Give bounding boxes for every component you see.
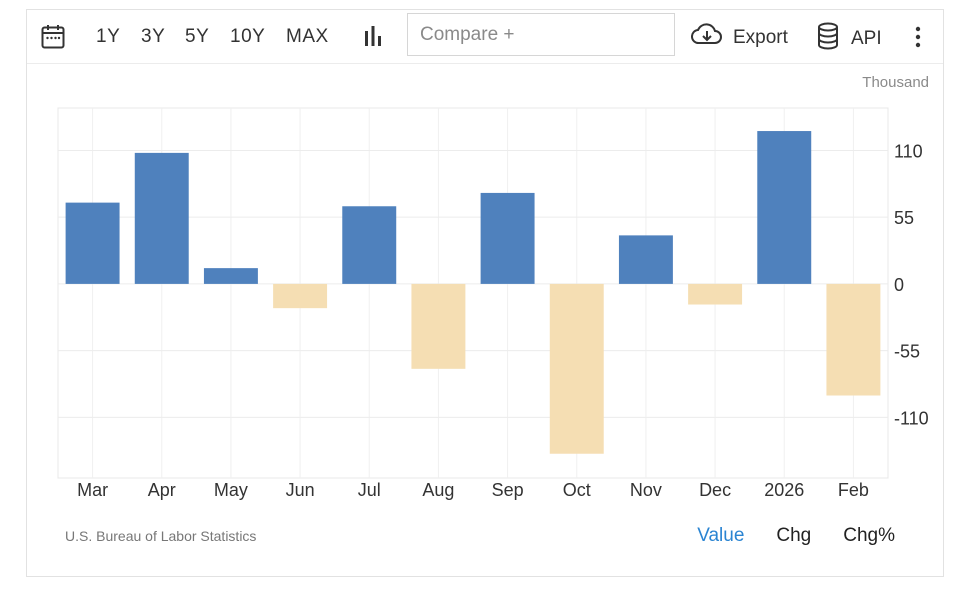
range-3y-button[interactable]: 3Y [141,26,166,47]
export-label: Export [733,26,788,48]
bar-oct [549,283,604,454]
x-tick-label: Jul [358,480,381,500]
bar-feb [826,283,881,396]
bar-apr [134,152,189,284]
api-button[interactable]: API [817,22,882,55]
y-tick-label: -55 [894,342,920,362]
mode-chg-button[interactable]: Chg [776,525,812,546]
y-tick-label: -110 [894,408,929,428]
y-tick-label: 55 [894,208,914,228]
bar-chart: 110 55 0 -55 -110 Mar Apr May Jun Jul Aug Sep Oct Nov… [57,107,929,500]
bar-mar [65,202,120,284]
bar-may [203,268,258,284]
y-tick-label: 110 [894,141,923,161]
bar-2026 [757,131,812,284]
x-tick-label: Jun [286,480,315,500]
mode-chg-pct-button[interactable]: Chg% [843,525,895,546]
range-1y-button[interactable]: 1Y [96,26,121,47]
x-tick-label: Dec [699,480,731,500]
source-label: U.S. Bureau of Labor Statistics [65,528,257,544]
bar-jun [273,283,328,309]
x-tick-label: Aug [422,480,454,500]
bar-dec [688,283,743,305]
x-tick-label: Feb [838,480,869,500]
x-tick-label: Nov [630,480,662,500]
cloud-download-icon [691,22,723,53]
bar-chart-icon[interactable] [363,25,383,47]
unit-label: Thousand [862,74,929,91]
range-10y-button[interactable]: 10Y [230,26,266,47]
view-mode-switch: Value Chg Chg% [697,525,895,547]
api-label: API [851,27,882,49]
x-tick-label: Oct [563,480,591,500]
export-button[interactable]: Export [691,22,788,53]
chart-toolbar: 1Y 3Y 5Y 10Y MAX Export [27,10,943,64]
database-icon [817,22,839,55]
range-5y-button[interactable]: 5Y [185,26,210,47]
x-tick-label: Apr [148,480,176,500]
x-tick-label: May [214,480,248,500]
range-max-button[interactable]: MAX [286,26,329,47]
y-tick-label: 0 [894,275,904,295]
x-tick-label: Sep [492,480,524,500]
x-tick-label: Mar [77,480,108,500]
chart-panel: 1Y 3Y 5Y 10Y MAX Export [26,9,944,577]
bar-jul [342,206,397,284]
calendar-icon[interactable] [41,24,65,50]
plot-area [57,107,889,479]
mode-value-button[interactable]: Value [697,525,745,546]
bar-nov [618,235,673,284]
more-vertical-icon[interactable] [915,26,921,48]
bar-aug [411,283,466,369]
compare-input[interactable] [407,13,675,56]
bar-sep [480,192,535,284]
x-tick-label: 2026 [764,480,804,500]
